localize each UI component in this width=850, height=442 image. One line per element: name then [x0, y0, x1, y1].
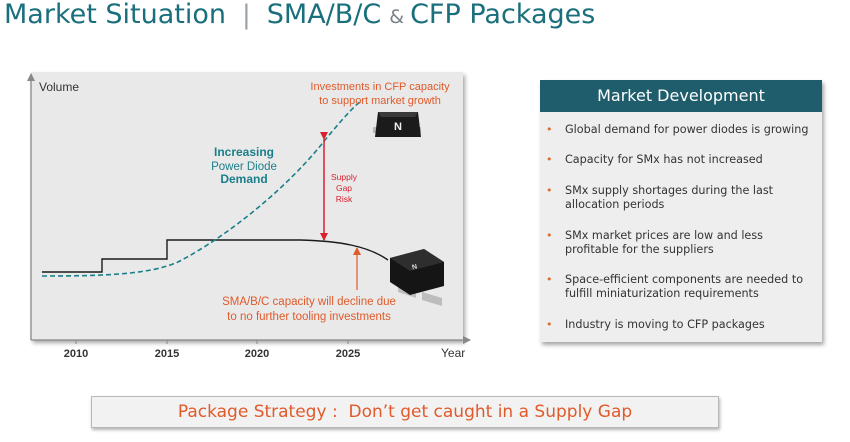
list-item-text: profitable for the suppliers: [565, 243, 714, 256]
market-development-heading: Market Development: [540, 80, 822, 112]
bullet: •: [546, 229, 553, 242]
title-sma: SMA/B/C: [266, 0, 382, 30]
list-item-text: Global demand for power diodes is growin…: [565, 123, 809, 136]
list-item: • Global demand for power diodes is growi…: [546, 123, 820, 137]
capacity-line: [42, 239, 389, 273]
title-cfp: CFP Packages: [410, 0, 596, 30]
demand-label-line1: Increasing: [214, 145, 274, 159]
market-development-panel: Market Development • Global demand for po…: [540, 80, 822, 342]
demand-curve: [41, 99, 363, 277]
cfp-chip-logo: N: [394, 121, 402, 133]
demand-label-line3: Demand: [220, 172, 267, 186]
list-item-text: fulfill miniaturization requirements: [565, 287, 759, 300]
list-item-text: Capacity for SMx has not increased: [565, 153, 763, 166]
decline-note-line2: to no further tooling investments: [227, 311, 391, 323]
x-tick-label-2015: 2015: [155, 348, 179, 360]
gap-label-line3: Risk: [336, 194, 353, 204]
gap-label-line2: Gap: [336, 183, 352, 193]
bullet: •: [546, 273, 553, 286]
sma-chip-logo: N: [411, 264, 417, 272]
list-item-text: allocation periods: [565, 198, 665, 211]
list-item-text: Industry is moving to CFP packages: [565, 318, 765, 331]
list-item: • SMx market prices are low and less profi…: [546, 229, 820, 257]
list-item: • Capacity for SMx has not increased: [546, 153, 820, 167]
list-item: • Space-efficient components are needed t…: [546, 273, 820, 301]
x-tick-label-2025: 2025: [336, 348, 360, 360]
bullet: •: [546, 184, 553, 197]
list-item: • SMx supply shortages during the last all…: [546, 184, 820, 212]
list-item-text: Space-efficient components are needed to: [565, 273, 804, 286]
sma-package-image: N: [390, 249, 444, 306]
x-axis-label: Year: [441, 346, 465, 360]
x-tick-label-2010: 2010: [64, 348, 88, 360]
list-item-text: SMx supply shortages during the last: [565, 184, 774, 197]
list-item: • Industry is moving to CFP packages: [546, 318, 820, 332]
title-ampersand: &: [389, 6, 405, 28]
investment-note-line1: Investments in CFP capacity: [310, 81, 450, 93]
decline-note-line1: SMA/B/C capacity will decline due: [222, 296, 396, 308]
x-tick-label-2020: 2020: [245, 348, 269, 360]
cfp-package-image: N: [373, 112, 421, 137]
page-title: Market Situation | SMA/B/C & CFP Packages: [4, 0, 595, 34]
demand-label-line2: Power Diode: [211, 161, 277, 173]
package-strategy-text: Package Strategy : Don’t get caught in a…: [177, 402, 633, 422]
list-item-text: SMx market prices are low and less: [565, 229, 763, 242]
bullet: •: [546, 123, 553, 136]
investment-note-line2: to support market growth: [319, 95, 441, 107]
package-strategy-banner: Package Strategy : Don’t get caught in a…: [91, 396, 719, 428]
title-separator: |: [242, 0, 251, 30]
y-axis-label: Volume: [39, 80, 79, 94]
bullet: •: [546, 153, 553, 166]
bullet: •: [546, 318, 553, 331]
gap-label-line1: Supply: [331, 172, 358, 182]
title-market-situation: Market Situation: [4, 0, 226, 30]
